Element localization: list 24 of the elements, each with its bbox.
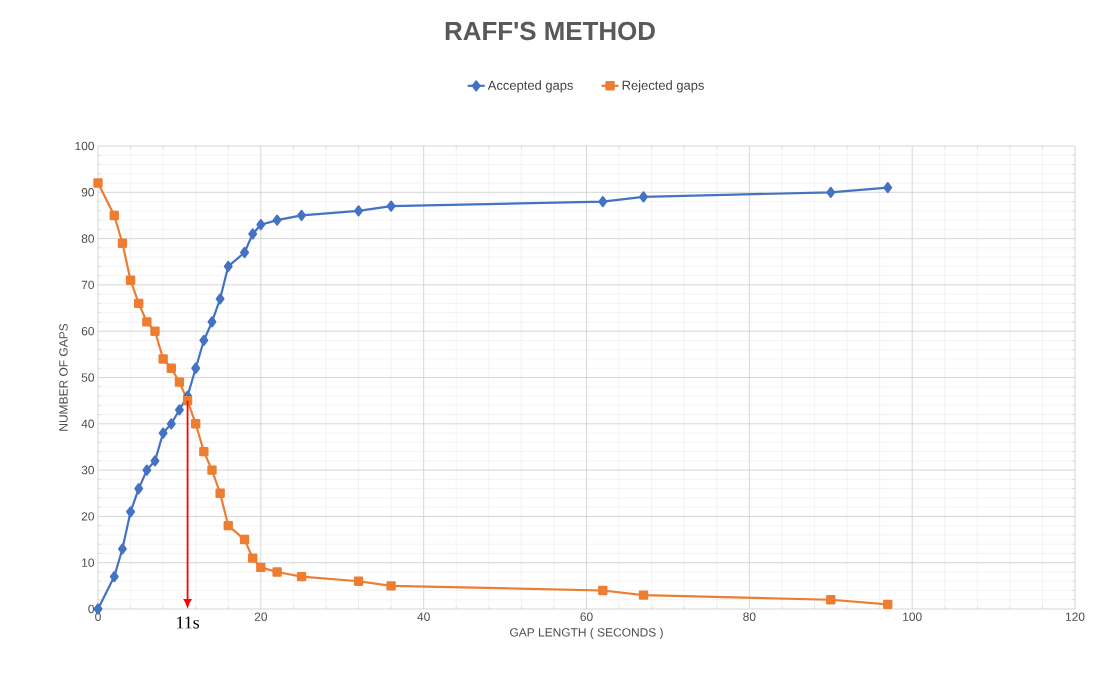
x-tick-label: 100	[903, 612, 922, 621]
chart-title: RAFF'S METHOD	[445, 21, 655, 41]
y-tick-label: 0	[88, 604, 95, 614]
y-tick-label: 70	[81, 280, 95, 290]
x-tick-label: 120	[1065, 612, 1085, 621]
x-tick-label: 60	[580, 612, 593, 621]
y-tick-label: 20	[81, 512, 95, 521]
x-tick-label: 20	[254, 612, 268, 621]
y-tick-label: 100	[75, 141, 95, 151]
legend-label: Accepted gaps	[487, 80, 573, 93]
x-tick-label: 80	[743, 612, 756, 621]
y-tick-label: 60	[81, 326, 95, 336]
y-tick-label: 10	[82, 558, 95, 567]
y-axis-title: NUMBER OF GAPS	[59, 323, 68, 431]
y-tick-label: 50	[81, 373, 95, 382]
y-tick-label: 30	[81, 465, 95, 475]
x-axis-title: GAP LENGTH ( SECONDS )	[510, 627, 663, 639]
legend-label: Rejected gaps	[622, 80, 704, 93]
y-tick-label: 80	[81, 234, 95, 243]
x-tick-label: 0	[95, 612, 101, 621]
y-tick-label: 90	[81, 188, 95, 197]
y-tick-label: 40	[81, 419, 95, 429]
x-tick-label: 40	[417, 612, 430, 621]
annotation: 11s	[177, 616, 200, 629]
